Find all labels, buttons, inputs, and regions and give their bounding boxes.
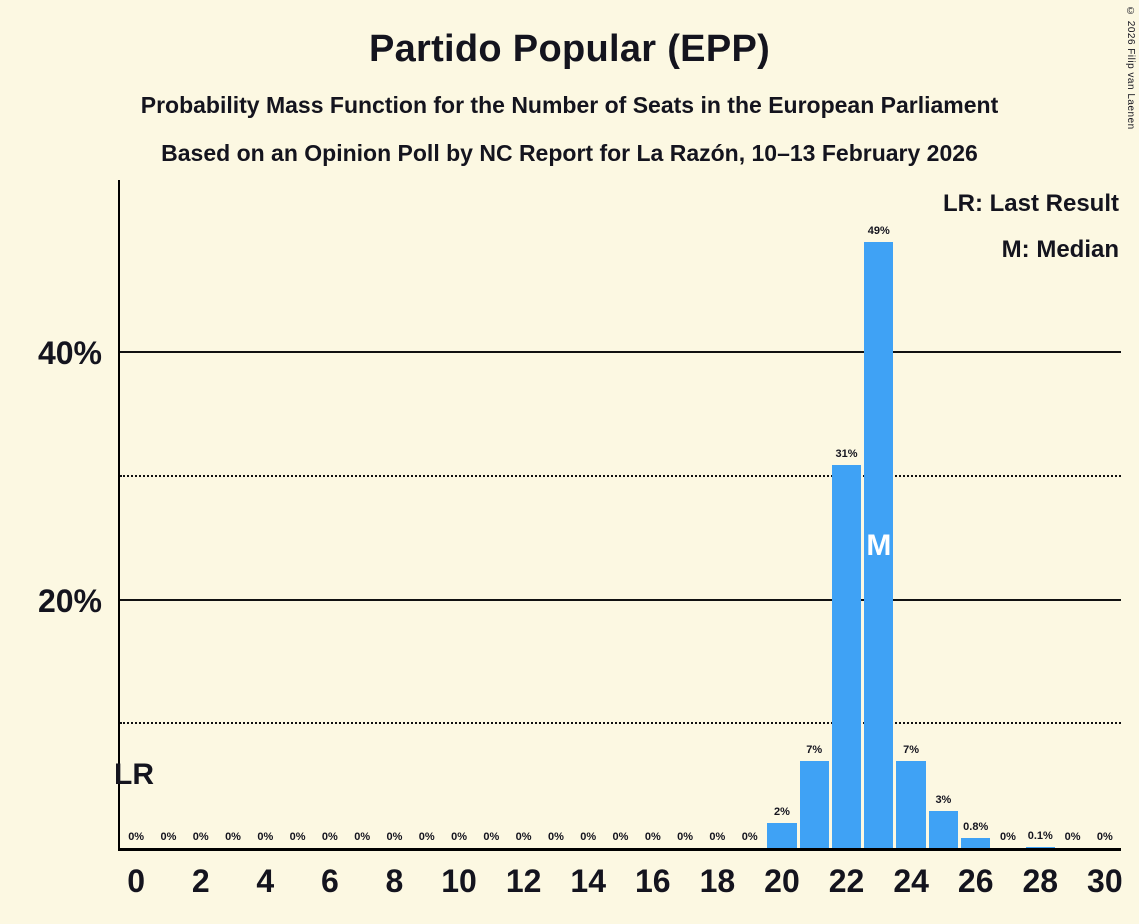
bar	[799, 761, 829, 848]
y-tick-label: 40%	[37, 335, 102, 372]
bar	[961, 838, 991, 848]
legend: LR: Last Result M: Median	[943, 181, 1119, 273]
bar-value-label: 0%	[192, 831, 209, 843]
bar-value-label: 0%	[354, 831, 371, 843]
bar	[831, 464, 862, 848]
bar-value-label: 0%	[580, 831, 597, 843]
x-tick-label: 14	[570, 863, 606, 899]
bar	[928, 810, 959, 848]
bar-value-label: 0.8%	[963, 821, 989, 834]
bar-value-label: 7%	[806, 744, 823, 757]
bar	[1025, 846, 1055, 848]
bar-value-label: 7%	[903, 744, 920, 757]
x-tick-label: 4	[256, 863, 275, 899]
x-tick-label: 12	[505, 863, 542, 899]
bar-value-label: 0%	[321, 831, 338, 843]
x-tick-label: 10	[441, 863, 477, 899]
bar-value-label: 31%	[835, 447, 858, 460]
bar-value-label: 0%	[289, 831, 306, 843]
bar-value-label: 49%	[867, 224, 890, 237]
x-tick-label: 8	[385, 863, 404, 899]
x-tick-label: 22	[828, 863, 865, 899]
bar	[896, 761, 926, 848]
x-tick-label: 6	[320, 863, 339, 899]
bar-value-label: 0%	[709, 831, 726, 843]
gridline-solid	[120, 351, 1121, 354]
bar-value-label: 3%	[935, 793, 952, 806]
bar-value-label: 0.1%	[1027, 829, 1053, 842]
bar-value-label: 0%	[225, 831, 241, 843]
bar-value-label: 0%	[483, 831, 500, 843]
bar-value-label: 0%	[257, 831, 274, 843]
bar-value-label: 0%	[644, 831, 661, 843]
chart-subtitle: Probability Mass Function for the Number…	[140, 92, 999, 118]
x-tick-label: 2	[191, 863, 210, 899]
plot-area: LR 20% 40% 0% 0% 0% 0% 0% 0% 0% 0% 0% 0% 0% 0% 0% 0% 0% 0…	[38, 180, 1123, 897]
legend-last-result: LR: Last Result	[942, 190, 1119, 217]
gridline-dotted	[120, 474, 1121, 477]
x-tick-label: 26	[957, 863, 994, 899]
legend-median: M: Median	[1001, 236, 1119, 263]
bar-value-label: 0%	[515, 831, 532, 843]
poll-subtitle: Based on an Opinion Poll by NC Report fo…	[161, 140, 978, 166]
copyright-text: © 2026 Filip van Laenen	[1125, 6, 1136, 130]
bar-value-label: 0%	[160, 831, 177, 843]
bar	[864, 241, 894, 848]
chart-title: Partido Popular (EPP)	[368, 28, 771, 70]
x-tick-label: 20	[764, 863, 800, 899]
bar-value-label: 0%	[451, 831, 467, 843]
x-tick-label: 28	[1022, 863, 1059, 899]
x-tick-label: 16	[634, 863, 671, 899]
bar-value-label: 0%	[677, 831, 694, 843]
x-tick-label: 18	[699, 863, 736, 899]
bar-value-label: 0%	[741, 831, 758, 843]
bar-value-label: 0%	[612, 831, 629, 843]
bar-value-label: 0%	[1000, 831, 1016, 843]
bar-value-label: 0%	[1064, 831, 1081, 843]
bar	[767, 823, 797, 848]
y-tick-label: 20%	[37, 582, 102, 619]
bar-value-label: 0%	[1096, 831, 1113, 843]
x-tick-label: 0	[127, 863, 146, 899]
lr-marker-label: LR	[114, 758, 154, 791]
median-marker-label: M	[866, 529, 892, 562]
bar-value-label: 0%	[418, 831, 435, 843]
gridline-dotted	[120, 722, 1121, 725]
bar-value-label: 0%	[386, 831, 403, 843]
bar-value-label: 0%	[547, 831, 564, 843]
bar-value-label: 2%	[773, 806, 790, 819]
x-tick-label: 24	[893, 863, 929, 899]
x-tick-label: 30	[1087, 863, 1123, 899]
bar-value-label: 0%	[128, 831, 145, 843]
gridline-solid	[120, 598, 1121, 601]
